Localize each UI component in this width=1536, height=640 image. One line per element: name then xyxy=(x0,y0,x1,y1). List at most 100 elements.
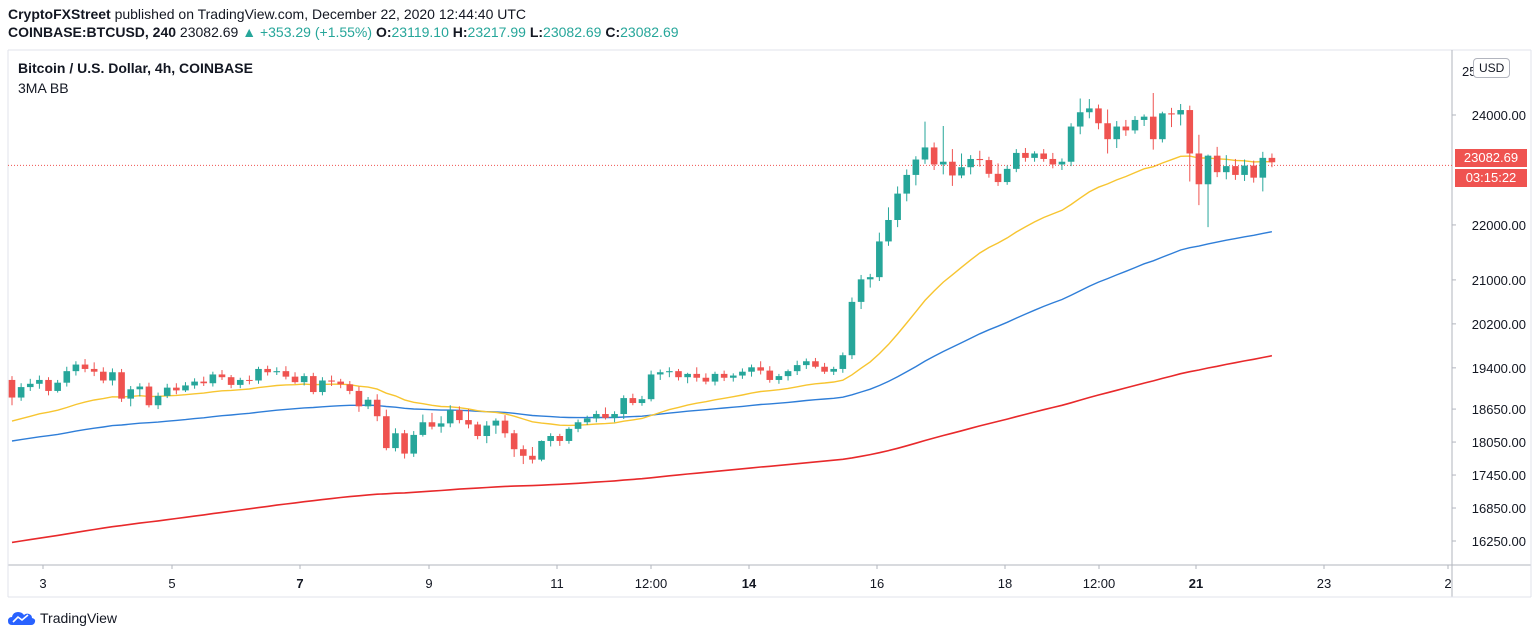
candle-down[interactable] xyxy=(1213,155,1221,173)
candle-up[interactable] xyxy=(17,387,25,398)
indicator-legend[interactable]: 3MA BB xyxy=(18,80,69,96)
candle-down[interactable] xyxy=(1186,110,1194,154)
candle-up[interactable] xyxy=(1259,157,1267,178)
candle-up[interactable] xyxy=(666,371,673,373)
candle-up[interactable] xyxy=(647,374,655,400)
candle-down[interactable] xyxy=(602,414,609,418)
candle-down[interactable] xyxy=(1168,113,1175,115)
candle-down[interactable] xyxy=(994,173,1002,183)
candle-up[interactable] xyxy=(684,373,691,378)
candle-down[interactable] xyxy=(757,367,764,371)
candle-up[interactable] xyxy=(182,385,189,391)
publisher-name[interactable]: CryptoFXStreet xyxy=(8,6,111,22)
candle-down[interactable] xyxy=(949,161,956,176)
tradingview-logo[interactable]: TradingView xyxy=(8,609,117,627)
candle-up[interactable] xyxy=(483,425,491,437)
candle-down[interactable] xyxy=(1149,116,1157,140)
candle-down[interactable] xyxy=(529,455,536,460)
candle-down[interactable] xyxy=(200,381,208,384)
candle-down[interactable] xyxy=(821,366,828,372)
candle-down[interactable] xyxy=(145,386,153,406)
candle-up[interactable] xyxy=(1076,112,1084,127)
candle-down[interactable] xyxy=(227,377,235,385)
candle-up[interactable] xyxy=(191,381,198,386)
candle-up[interactable] xyxy=(729,375,737,378)
candle-up[interactable] xyxy=(54,382,61,391)
candle-up[interactable] xyxy=(419,422,427,435)
candle-up[interactable] xyxy=(921,147,929,160)
candle-up[interactable] xyxy=(136,386,144,390)
candle-up[interactable] xyxy=(876,241,883,278)
candle-up[interactable] xyxy=(593,414,600,419)
candle-down[interactable] xyxy=(556,436,564,441)
candle-up[interactable] xyxy=(958,167,965,176)
candle-up[interactable] xyxy=(547,436,554,441)
candle-down[interactable] xyxy=(720,373,728,378)
candle-up[interactable] xyxy=(209,374,217,384)
candle-down[interactable] xyxy=(1095,108,1102,124)
candle-up[interactable] xyxy=(1058,161,1066,165)
candle-up[interactable] xyxy=(1113,126,1121,140)
candle-up[interactable] xyxy=(793,365,801,372)
candle-up[interactable] xyxy=(255,368,262,381)
candle-up[interactable] xyxy=(392,433,399,449)
candle-down[interactable] xyxy=(702,377,710,382)
candle-down[interactable] xyxy=(1195,153,1203,185)
candle-up[interactable] xyxy=(565,428,573,441)
candle-up[interactable] xyxy=(1222,166,1230,173)
candle-down[interactable] xyxy=(510,433,518,450)
candle-up[interactable] xyxy=(364,399,372,407)
candle-down[interactable] xyxy=(985,160,993,174)
candle-down[interactable] xyxy=(401,433,408,454)
candle-up[interactable] xyxy=(538,440,545,460)
candle-up[interactable] xyxy=(583,418,591,423)
candle-down[interactable] xyxy=(428,422,436,427)
candle-up[interactable] xyxy=(273,371,281,373)
candle-up[interactable] xyxy=(656,372,664,375)
candle-down[interactable] xyxy=(100,371,107,381)
candle-up[interactable] xyxy=(26,383,34,388)
candle-down[interactable] xyxy=(1049,158,1057,165)
candle-up[interactable] xyxy=(1177,110,1184,115)
candle-up[interactable] xyxy=(154,395,162,406)
candle-down[interactable] xyxy=(1040,153,1047,159)
candle-up[interactable] xyxy=(1204,155,1212,185)
currency-button[interactable]: USD xyxy=(1473,58,1511,78)
candle-down[interactable] xyxy=(1022,152,1029,158)
candle-down[interactable] xyxy=(812,361,819,367)
candle-down[interactable] xyxy=(45,379,52,391)
candle-up[interactable] xyxy=(1013,152,1020,169)
candle-up[interactable] xyxy=(36,379,43,384)
candle-down[interactable] xyxy=(328,380,335,382)
candle-up[interactable] xyxy=(803,361,810,366)
candle-up[interactable] xyxy=(1131,119,1139,131)
candle-down[interactable] xyxy=(309,376,317,393)
candle-up[interactable] xyxy=(739,371,746,376)
candle-down[interactable] xyxy=(8,379,16,398)
candle-down[interactable] xyxy=(693,373,701,378)
candle-up[interactable] xyxy=(1140,116,1148,120)
candle-up[interactable] xyxy=(857,279,865,302)
candle-up[interactable] xyxy=(410,434,418,454)
candle-up[interactable] xyxy=(1031,153,1038,158)
candle-down[interactable] xyxy=(373,399,381,417)
candle-down[interactable] xyxy=(629,398,637,404)
candle-up[interactable] xyxy=(1241,165,1248,175)
candle-down[interactable] xyxy=(90,368,98,372)
candle-down[interactable] xyxy=(1104,123,1111,140)
candle-down[interactable] xyxy=(465,420,472,425)
candle-up[interactable] xyxy=(236,379,244,385)
candle-up[interactable] xyxy=(839,355,847,369)
candle-down[interactable] xyxy=(355,390,363,407)
candle-up[interactable] xyxy=(784,371,792,377)
candle-down[interactable] xyxy=(337,381,344,385)
candle-up[interactable] xyxy=(903,174,911,194)
candle-down[interactable] xyxy=(976,158,984,161)
candle-down[interactable] xyxy=(675,371,682,378)
candle-up[interactable] xyxy=(866,277,874,280)
candle-up[interactable] xyxy=(1003,168,1011,183)
candle-down[interactable] xyxy=(246,379,253,381)
candle-up[interactable] xyxy=(446,410,454,424)
candle-up[interactable] xyxy=(163,387,171,396)
candle-up[interactable] xyxy=(611,414,618,418)
